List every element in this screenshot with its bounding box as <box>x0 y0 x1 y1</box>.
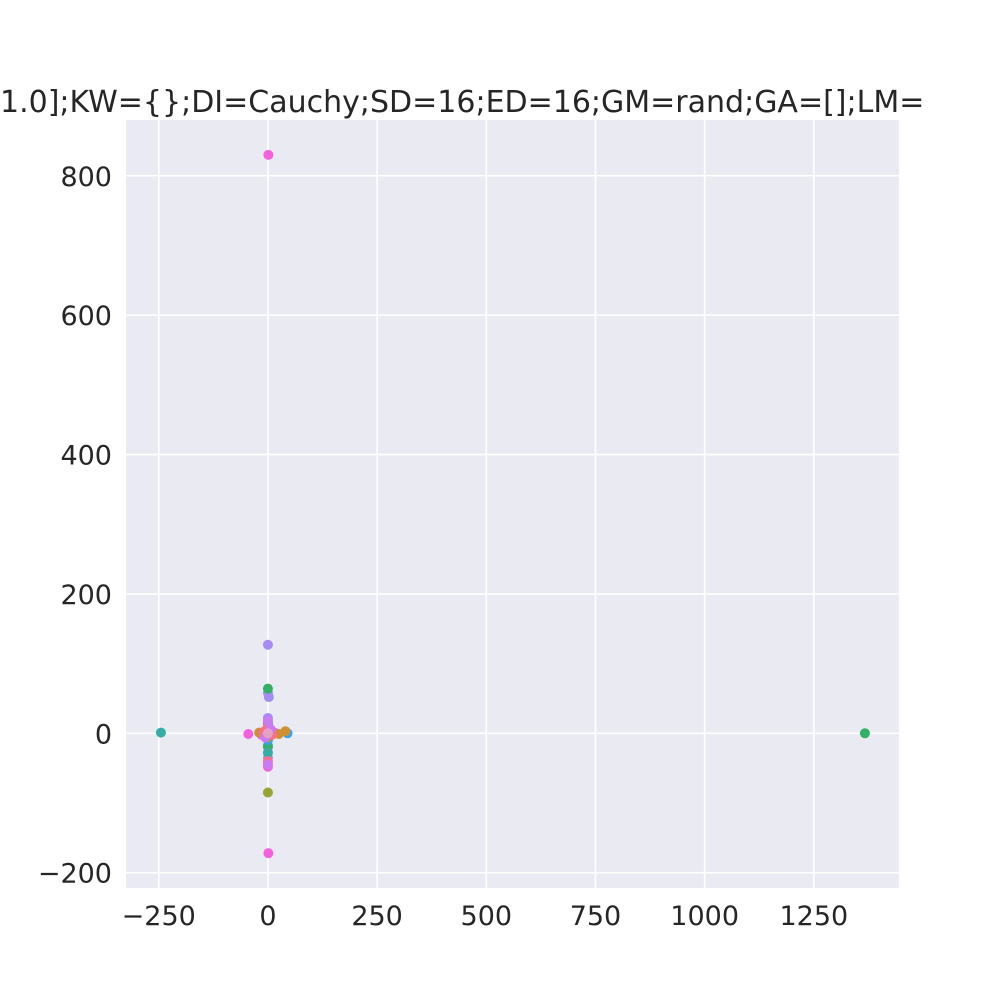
data-point <box>262 639 273 650</box>
data-point <box>262 787 273 798</box>
x-tick-label: 500 <box>461 901 513 932</box>
data-point <box>263 848 274 859</box>
data-points <box>155 149 870 859</box>
data-point <box>262 747 273 758</box>
y-tick-label: 0 <box>95 719 112 750</box>
y-tick-label: 600 <box>60 301 112 332</box>
x-tick-label: −250 <box>122 901 196 932</box>
data-point <box>243 728 254 739</box>
x-tick-label: 250 <box>351 901 403 932</box>
plot-background <box>126 120 899 888</box>
data-point <box>859 728 870 739</box>
data-point <box>262 728 273 739</box>
data-point <box>155 727 166 738</box>
y-tick-label: 400 <box>60 441 112 472</box>
grid-lines <box>126 120 899 888</box>
data-point <box>263 149 274 160</box>
chart-title: 1.0];KW={};DI=Cauchy;SD=16;ED=16;GM=rand… <box>0 85 924 120</box>
y-tick-label: 800 <box>60 162 112 193</box>
y-tick-label: −200 <box>38 859 112 890</box>
x-tick-label: 1250 <box>779 901 848 932</box>
data-point <box>262 683 273 694</box>
x-tick-label: 750 <box>570 901 622 932</box>
x-tick-label: 0 <box>259 901 276 932</box>
y-tick-label: 200 <box>60 580 112 611</box>
x-tick-label: 1000 <box>670 901 739 932</box>
data-point <box>262 759 273 770</box>
y-axis-ticks: −200 0 200 400 600 800 <box>38 162 112 890</box>
data-point <box>263 692 274 703</box>
data-point <box>262 715 273 726</box>
x-axis-ticks: −250 0 250 500 750 1000 1250 <box>122 901 849 932</box>
